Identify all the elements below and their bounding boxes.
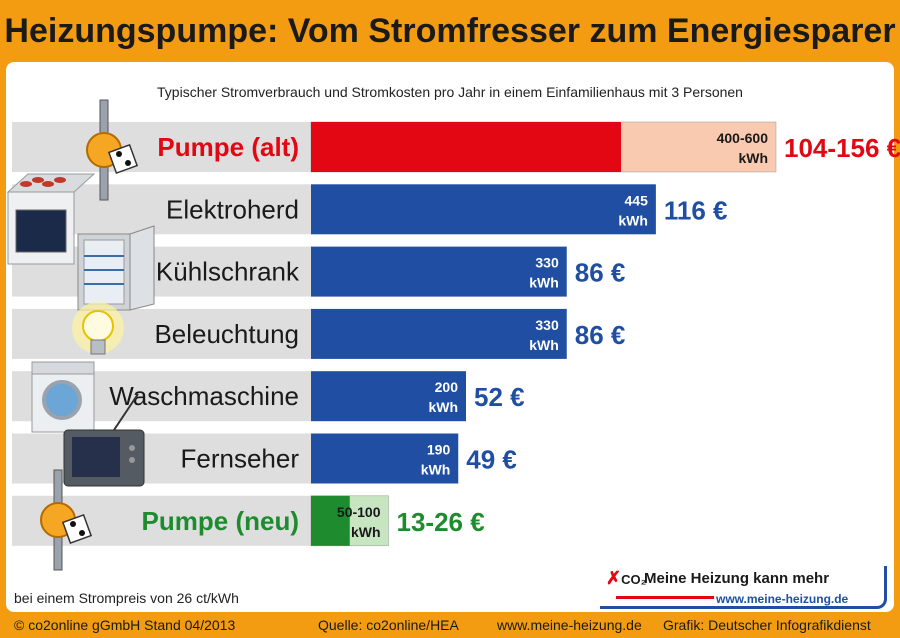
bar-value-label: 200 (435, 379, 459, 395)
bar-value-label: 330 (535, 255, 559, 271)
bar (311, 308, 567, 359)
stove-icon (6, 173, 96, 265)
logo-frame (600, 566, 887, 609)
bar-value-label: 445 (625, 192, 649, 208)
cost-label: 13-26 € (397, 507, 485, 537)
logo-url[interactable]: www.meine-heizung.de (716, 592, 849, 606)
bar-unit-label: kWh (421, 462, 451, 478)
bar (311, 184, 656, 235)
bar (311, 495, 350, 546)
category-label: Beleuchtung (154, 319, 299, 349)
washing-machine-icon (31, 361, 95, 433)
page-title: Heizungspumpe: Vom Stromfresser zum Ener… (4, 12, 896, 50)
fridge-icon (77, 225, 155, 311)
pump-old-icon (86, 99, 139, 201)
bar-value-label: 190 (427, 442, 451, 458)
footer-copyright: © co2online gGmbH Stand 04/2013 (14, 617, 236, 633)
footer: © co2online gGmbH Stand 04/2013 Quelle: … (0, 612, 900, 638)
cost-label: 86 € (575, 320, 626, 350)
bar-unit-label: kWh (738, 150, 768, 166)
bar-unit-label: kWh (529, 275, 559, 291)
footer-url[interactable]: www.meine-heizung.de (497, 617, 642, 633)
lightbulb-icon (72, 302, 124, 355)
price-footnote: bei einem Strompreis von 26 ct/kWh (14, 590, 239, 606)
bar-unit-label: kWh (529, 337, 559, 353)
logo-name: Meine Heizung kann mehr (644, 570, 830, 587)
cost-label: 52 € (474, 382, 525, 412)
co2-logo-icon: ✗CO₂ (606, 568, 647, 588)
bar (311, 433, 459, 484)
tv-icon (63, 393, 145, 487)
category-label: Pumpe (neu) (142, 506, 299, 536)
footer-source: Quelle: co2online/HEA (318, 617, 459, 633)
row-band (12, 122, 311, 172)
cost-label: 116 € (664, 195, 728, 225)
cost-label: 104-156 € (784, 133, 900, 163)
cost-label: 86 € (575, 258, 626, 288)
category-label: Elektroherd (166, 194, 299, 224)
bar (311, 246, 567, 297)
chart-subtitle: Typischer Stromverbrauch und Stromkosten… (157, 84, 743, 100)
category-label: Fernseher (181, 444, 300, 474)
bar-value-label: 400-600 (717, 130, 769, 146)
category-label: Waschmaschine (109, 381, 299, 411)
bar-value-label: 50-100 (337, 504, 381, 520)
category-label: Pumpe (alt) (157, 132, 299, 162)
bar-unit-label: kWh (351, 524, 381, 540)
category-label: Kühlschrank (156, 257, 300, 287)
bar (311, 371, 466, 422)
bar-unit-label: kWh (618, 212, 648, 228)
bar-unit-label: kWh (428, 399, 458, 415)
footer-credit: Grafik: Deutscher Infografikdienst (663, 617, 871, 633)
bar (311, 122, 621, 172)
cost-label: 49 € (466, 445, 517, 475)
pump-new-icon (40, 469, 93, 571)
logo-accent-line (616, 596, 714, 599)
row-band (12, 308, 311, 359)
bar-value-label: 330 (535, 317, 559, 333)
